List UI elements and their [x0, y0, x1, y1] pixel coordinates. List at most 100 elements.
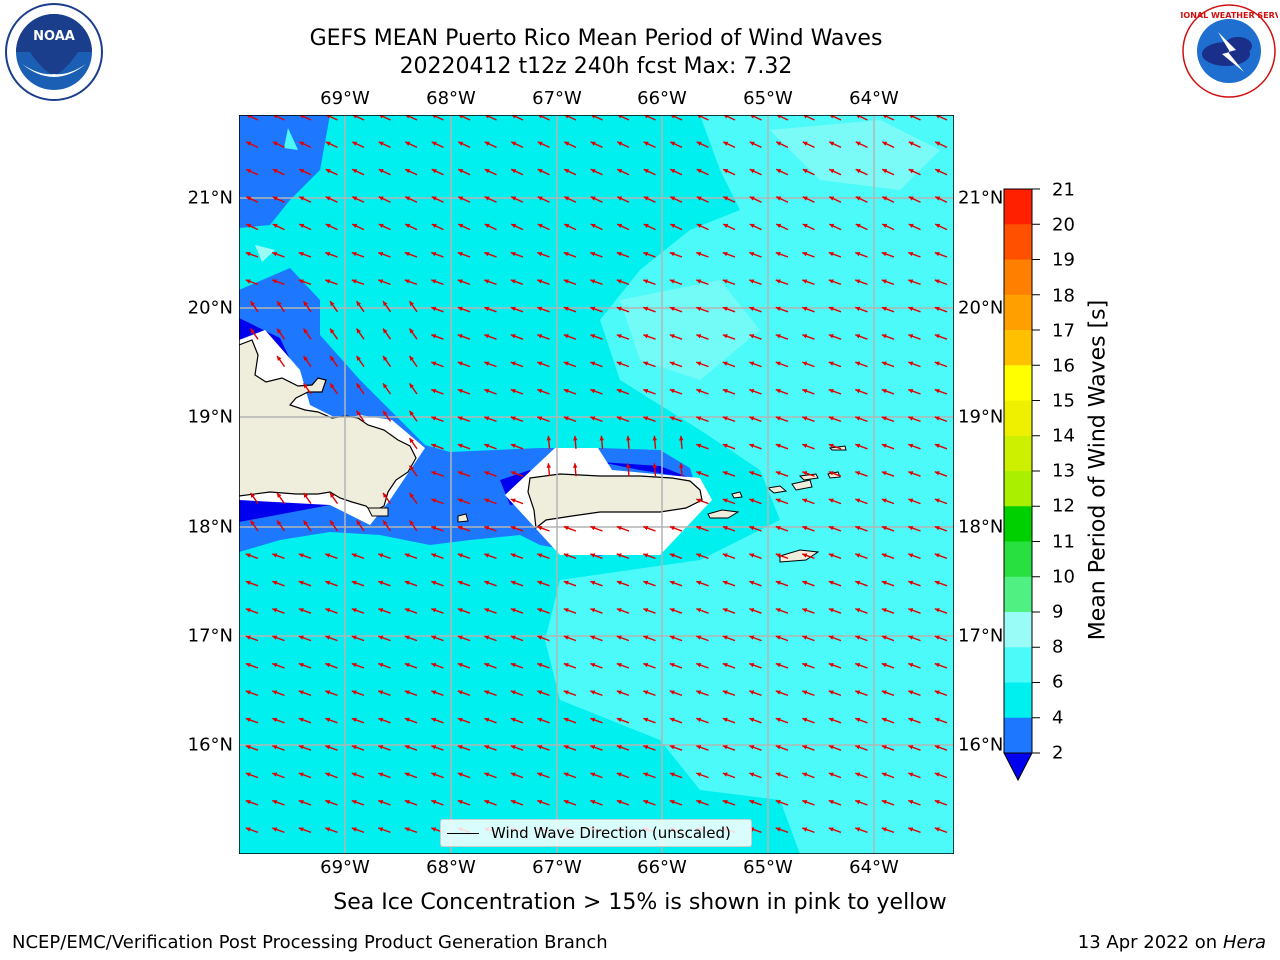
wind-wave-arrowhead — [908, 141, 914, 146]
wind-wave-arrowhead — [383, 383, 388, 389]
wind-wave-arrowhead — [378, 141, 384, 146]
wind-wave-arrowhead — [908, 580, 914, 586]
wind-wave-arrowhead — [298, 580, 304, 586]
wind-wave-arrowhead — [325, 635, 331, 640]
colorbar — [1003, 188, 1040, 782]
period-8-9-patch — [255, 245, 275, 262]
wind-wave-arrowhead — [855, 443, 861, 449]
wind-wave-arrowhead — [563, 306, 569, 312]
wind-wave-arrowhead — [881, 471, 887, 476]
wind-wave-arrowhead — [696, 251, 702, 257]
wind-wave-arrowhead — [722, 553, 728, 558]
wind-wave-arrowhead — [775, 416, 781, 421]
wind-wave-arrowhead — [881, 772, 887, 777]
wind-wave-arrowhead — [696, 799, 702, 805]
wind-wave-arrowhead — [616, 416, 622, 421]
wind-wave-arrowhead — [828, 471, 834, 476]
wind-wave-arrowhead — [652, 435, 658, 441]
wind-wave-arrowhead — [379, 115, 384, 119]
wind-wave-arrowhead — [855, 388, 861, 394]
wind-wave-arrowhead — [908, 799, 914, 805]
wind-wave-arrowhead — [245, 799, 251, 805]
vieques-land — [707, 509, 740, 519]
wind-wave-arrowhead — [828, 388, 834, 394]
st-croix-land — [779, 549, 820, 563]
wind-wave-arrowhead — [749, 251, 755, 257]
wind-wave-arrowhead — [590, 416, 596, 421]
wind-wave-arrowhead — [572, 463, 578, 468]
wind-wave-arrowhead — [828, 690, 834, 695]
wind-wave-arrowhead — [643, 635, 649, 640]
wind-wave-arrowhead — [272, 141, 278, 146]
colorbar-band — [1004, 682, 1032, 719]
wind-wave-arrowhead — [934, 717, 940, 723]
wind-wave-arrowhead — [484, 196, 490, 201]
wind-wave-arrowhead — [325, 141, 331, 146]
wind-wave-arrowhead — [802, 416, 808, 421]
wind-wave-arrowhead — [881, 799, 887, 805]
wind-wave-arrowhead — [855, 498, 861, 503]
wind-wave-arrowhead — [351, 827, 357, 832]
wind-wave-arrowhead — [564, 223, 570, 229]
wind-wave-arrowhead — [510, 334, 516, 339]
wind-wave-arrowhead — [590, 169, 596, 174]
wind-wave-arrowhead — [881, 525, 887, 531]
wind-wave-arrowhead — [431, 745, 437, 750]
wind-wave-arrowhead — [616, 690, 622, 695]
wind-wave-arrowhead — [696, 745, 702, 750]
wind-wave-arrowhead — [510, 608, 516, 613]
wind-wave-arrowhead — [828, 827, 834, 832]
wind-wave-arrowhead — [409, 301, 414, 307]
wind-wave-arrowhead — [749, 635, 755, 640]
wind-wave-arrowhead — [431, 223, 437, 229]
wind-wave-arrowhead — [378, 745, 384, 750]
wind-wave-arrowhead — [245, 608, 251, 613]
wind-wave-arrowhead — [484, 361, 490, 366]
wind-wave-arrowhead — [325, 799, 331, 805]
wind-wave-arrowhead — [563, 690, 569, 695]
wind-wave-arrowhead — [272, 279, 278, 284]
wind-wave-arrowhead — [855, 525, 861, 531]
wind-wave-arrowhead — [616, 580, 622, 586]
colorbar-tick-label: 4 — [1052, 707, 1064, 729]
lon-label-bottom: 68°W — [426, 857, 476, 878]
wind-wave-arrowhead — [537, 745, 543, 750]
wind-wave-arrowhead — [325, 553, 331, 558]
colorbar-tick-label: 9 — [1052, 601, 1064, 623]
wind-wave-arrowhead — [934, 306, 940, 312]
wind-wave-arrowhead — [882, 223, 888, 229]
wind-wave-arrowhead — [855, 580, 861, 586]
chart-title: GEFS MEAN Puerto Rico Mean Period of Win… — [309, 26, 883, 51]
wind-wave-arrowhead — [802, 388, 808, 394]
wind-wave-arrowhead — [908, 827, 914, 832]
wind-wave-arrowhead — [855, 334, 861, 339]
wind-wave-arrowhead — [669, 772, 675, 777]
wind-wave-arrowhead — [330, 520, 335, 526]
colorbar-tick-label: 2 — [1052, 742, 1064, 764]
wind-wave-arrowhead — [325, 580, 331, 586]
wind-wave-arrowhead — [246, 115, 251, 119]
wind-wave-arrowhead — [431, 251, 437, 257]
wind-wave-arrowhead — [457, 361, 463, 366]
wind-wave-arrowhead — [356, 301, 361, 307]
wind-wave-arrowhead — [828, 334, 834, 339]
lon-label-top: 66°W — [637, 88, 687, 109]
wind-wave-arrowhead — [802, 772, 808, 777]
wind-wave-arrowhead — [245, 772, 251, 777]
wind-wave-arrowhead — [272, 717, 278, 723]
wind-wave-arrowhead — [510, 662, 516, 668]
wind-wave-arrowhead — [802, 306, 808, 312]
noaa-logo-text: NOAA — [33, 29, 75, 44]
wind-wave-arrowhead — [828, 443, 834, 449]
wind-wave-arrowhead — [696, 306, 702, 312]
period-6-8-patch — [284, 128, 298, 150]
wind-wave-arrowhead — [245, 745, 251, 750]
wind-wave-arrowhead — [458, 196, 464, 201]
wind-wave-arrowhead — [378, 169, 384, 174]
wind-wave-arrowhead — [722, 498, 728, 503]
wind-wave-arrowhead — [908, 361, 914, 366]
wind-wave-arrowhead — [431, 772, 437, 777]
wind-wave-arrowhead — [563, 635, 569, 640]
wind-wave-arrowhead — [722, 361, 728, 366]
wind-wave-arrowhead — [272, 223, 278, 229]
